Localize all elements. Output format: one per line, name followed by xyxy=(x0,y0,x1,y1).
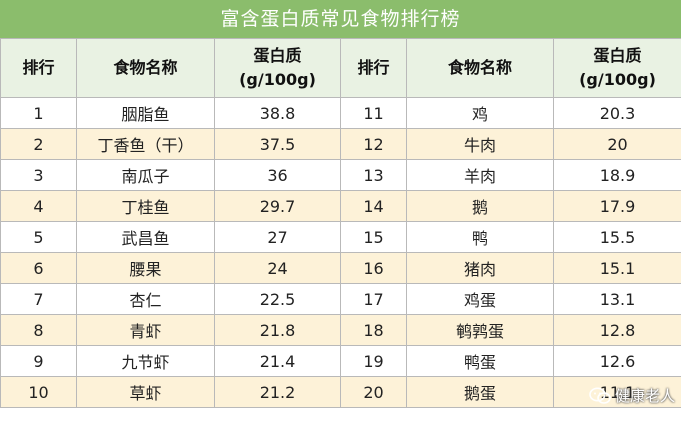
food-cell: 丁香鱼（干） xyxy=(76,128,215,160)
food-cell: 猪肉 xyxy=(406,252,554,284)
rank-cell: 14 xyxy=(340,190,407,222)
table-row: 7 杏仁 22.5 17 鸡蛋 13.1 xyxy=(0,283,681,315)
food-cell: 鸭蛋 xyxy=(406,345,554,377)
watermark: 健康老人 xyxy=(589,385,675,406)
food-cell: 鸡蛋 xyxy=(406,283,554,315)
food-cell: 鸡 xyxy=(406,97,554,129)
food-cell: 牛肉 xyxy=(406,128,554,160)
protein-cell: 21.2 xyxy=(214,376,341,408)
food-cell: 南瓜子 xyxy=(76,159,215,191)
food-cell: 鹌鹑蛋 xyxy=(406,314,554,346)
header-protein-line2: (g/100g) xyxy=(239,70,316,89)
rank-cell: 15 xyxy=(340,221,407,253)
rank-cell: 11 xyxy=(340,97,407,129)
protein-cell: 24 xyxy=(214,252,341,284)
rank-cell: 3 xyxy=(0,159,77,191)
header-food-right: 食物名称 xyxy=(406,38,554,98)
header-protein-line1: 蛋白质 xyxy=(253,46,302,65)
rank-cell: 6 xyxy=(0,252,77,284)
protein-cell: 13.1 xyxy=(553,283,681,315)
wechat-icon xyxy=(589,387,611,404)
food-cell: 九节虾 xyxy=(76,345,215,377)
header-row: 排行 食物名称 蛋白质 (g/100g) 排行 食物名称 蛋白质 (g/100g… xyxy=(0,38,681,98)
table-row: 3 南瓜子 36 13 羊肉 18.9 xyxy=(0,159,681,191)
protein-cell: 38.8 xyxy=(214,97,341,129)
header-rank-right: 排行 xyxy=(340,38,407,98)
table-row: 4 丁桂鱼 29.7 14 鹅 17.9 xyxy=(0,190,681,222)
table-row: 1 胭脂鱼 38.8 11 鸡 20.3 xyxy=(0,97,681,129)
table-row: 6 腰果 24 16 猪肉 15.1 xyxy=(0,252,681,284)
protein-cell: 11.1 xyxy=(553,376,681,408)
protein-cell: 15.5 xyxy=(553,221,681,253)
header-protein-line1: 蛋白质 xyxy=(593,46,642,65)
food-cell: 胭脂鱼 xyxy=(76,97,215,129)
rank-cell: 5 xyxy=(0,221,77,253)
food-cell: 鹅蛋 xyxy=(406,376,554,408)
food-cell: 鸭 xyxy=(406,221,554,253)
header-rank-left: 排行 xyxy=(0,38,77,98)
protein-cell: 17.9 xyxy=(553,190,681,222)
food-cell: 武昌鱼 xyxy=(76,221,215,253)
rank-cell: 9 xyxy=(0,345,77,377)
protein-cell: 36 xyxy=(214,159,341,191)
food-cell: 草虾 xyxy=(76,376,215,408)
table-row: 2 丁香鱼（干） 37.5 12 牛肉 20 xyxy=(0,128,681,160)
table-row: 5 武昌鱼 27 15 鸭 15.5 xyxy=(0,221,681,253)
table-row: 8 青虾 21.8 18 鹌鹑蛋 12.8 xyxy=(0,314,681,346)
header-food-left: 食物名称 xyxy=(76,38,215,98)
rank-cell: 16 xyxy=(340,252,407,284)
protein-ranking-table: 排行 食物名称 蛋白质 (g/100g) 排行 食物名称 蛋白质 (g/100g… xyxy=(0,38,681,408)
rank-cell: 12 xyxy=(340,128,407,160)
protein-cell: 12.8 xyxy=(553,314,681,346)
rank-cell: 20 xyxy=(340,376,407,408)
header-protein-left: 蛋白质 (g/100g) xyxy=(214,38,341,98)
protein-cell: 12.6 xyxy=(553,345,681,377)
rank-cell: 7 xyxy=(0,283,77,315)
protein-cell: 20.3 xyxy=(553,97,681,129)
table-row: 9 九节虾 21.4 19 鸭蛋 12.6 xyxy=(0,345,681,377)
protein-cell: 21.8 xyxy=(214,314,341,346)
table-body: 1 胭脂鱼 38.8 11 鸡 20.3 2 丁香鱼（干） 37.5 12 牛肉… xyxy=(0,97,681,408)
table-row: 10 草虾 21.2 20 鹅蛋 11.1 xyxy=(0,376,681,408)
rank-cell: 4 xyxy=(0,190,77,222)
protein-cell: 29.7 xyxy=(214,190,341,222)
rank-cell: 2 xyxy=(0,128,77,160)
food-cell: 杏仁 xyxy=(76,283,215,315)
rank-cell: 19 xyxy=(340,345,407,377)
food-cell: 腰果 xyxy=(76,252,215,284)
rank-cell: 8 xyxy=(0,314,77,346)
header-protein-right: 蛋白质 (g/100g) xyxy=(553,38,681,98)
rank-cell: 10 xyxy=(0,376,77,408)
rank-cell: 18 xyxy=(340,314,407,346)
rank-cell: 13 xyxy=(340,159,407,191)
page-title: 富含蛋白质常见食物排行榜 xyxy=(0,0,681,38)
protein-cell: 21.4 xyxy=(214,345,341,377)
food-cell: 鹅 xyxy=(406,190,554,222)
protein-cell: 22.5 xyxy=(214,283,341,315)
protein-cell: 27 xyxy=(214,221,341,253)
table-header: 排行 食物名称 蛋白质 (g/100g) 排行 食物名称 蛋白质 (g/100g… xyxy=(0,38,681,98)
food-cell: 丁桂鱼 xyxy=(76,190,215,222)
protein-cell: 37.5 xyxy=(214,128,341,160)
protein-cell: 18.9 xyxy=(553,159,681,191)
rank-cell: 17 xyxy=(340,283,407,315)
rank-cell: 1 xyxy=(0,97,77,129)
food-cell: 青虾 xyxy=(76,314,215,346)
food-cell: 羊肉 xyxy=(406,159,554,191)
protein-cell: 15.1 xyxy=(553,252,681,284)
header-protein-line2: (g/100g) xyxy=(579,70,656,89)
watermark-text: 健康老人 xyxy=(614,387,675,405)
protein-cell: 20 xyxy=(553,128,681,160)
